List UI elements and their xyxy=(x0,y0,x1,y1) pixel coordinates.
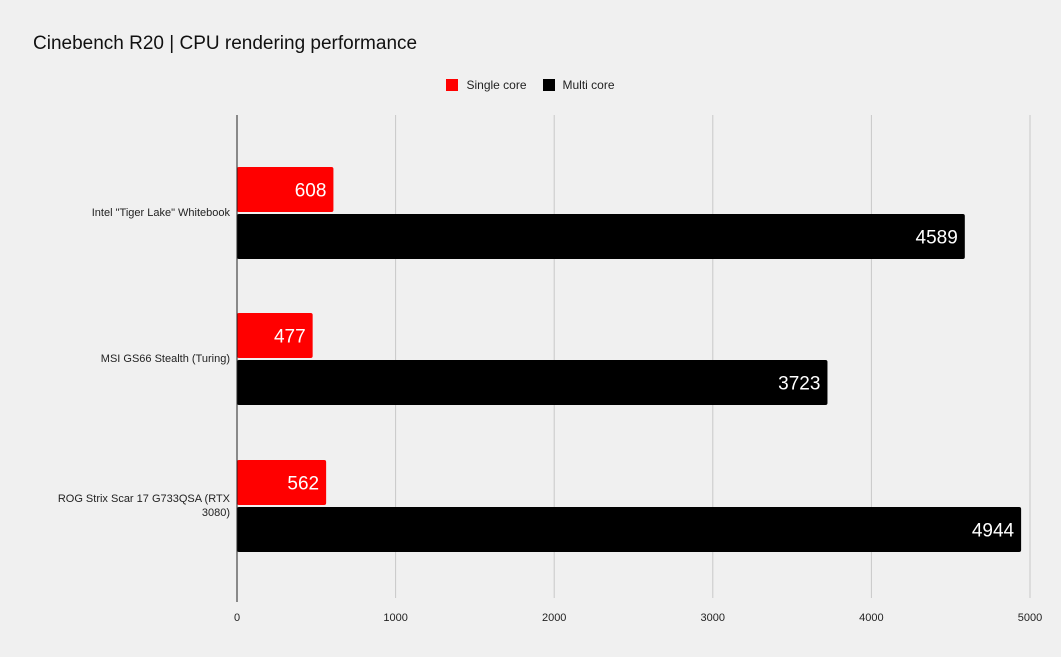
x-tick-label: 4000 xyxy=(859,612,883,624)
bar-single-core xyxy=(237,313,313,358)
legend-label-single-core: Single core xyxy=(466,78,527,92)
data-label: 608 xyxy=(295,181,327,202)
x-tick-label: 2000 xyxy=(542,612,566,624)
category-label: ROG Strix Scar 17 G733QSA (RTX 3080) xyxy=(57,493,230,519)
legend: Single core Multi core xyxy=(0,78,1061,92)
legend-swatch-single-core xyxy=(446,79,459,91)
data-label: 3723 xyxy=(778,374,820,395)
data-label: 4589 xyxy=(916,228,958,249)
x-tick-label: 0 xyxy=(234,612,240,624)
legend-item-multi-core: Multi core xyxy=(542,78,615,92)
data-label: 562 xyxy=(287,474,319,495)
x-tick-label: 1000 xyxy=(383,612,407,624)
x-tick-label: 3000 xyxy=(701,612,725,624)
legend-item-single-core: Single core xyxy=(446,78,527,92)
x-tick-label: 5000 xyxy=(1018,612,1042,624)
category-label: MSI GS66 Stealth (Turing) xyxy=(100,353,230,365)
legend-swatch-multi-core xyxy=(542,79,555,91)
data-label: 4944 xyxy=(972,521,1015,542)
data-label: 477 xyxy=(274,327,306,348)
legend-label-multi-core: Multi core xyxy=(562,78,615,92)
bar-multi-core xyxy=(237,360,828,405)
category-label: Intel "Tiger Lake" Whitebook xyxy=(91,207,230,219)
bar-single-core xyxy=(237,167,334,212)
bar-single-core xyxy=(237,460,327,505)
bar-multi-core xyxy=(237,507,1022,552)
chart-title: Cinebench R20 | CPU rendering performanc… xyxy=(33,33,418,54)
bar-multi-core xyxy=(237,214,965,259)
